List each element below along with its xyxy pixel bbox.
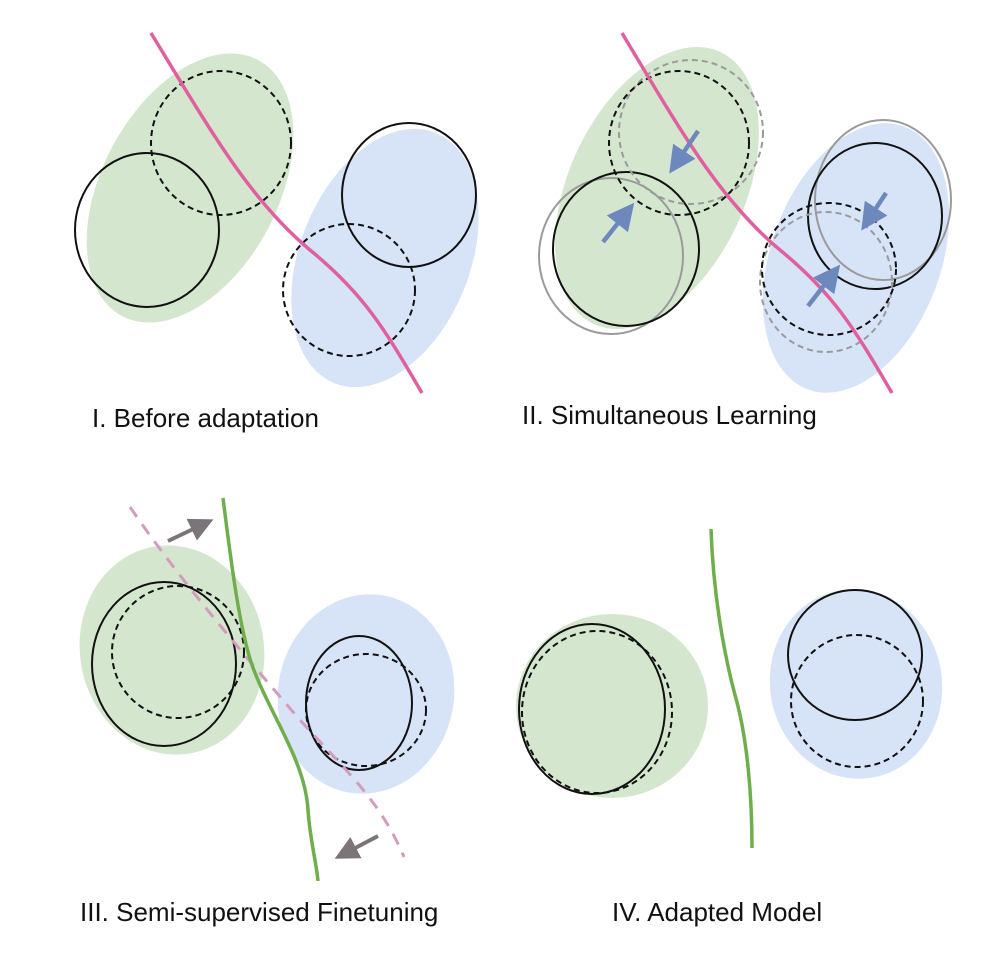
panel-caption: III. Semi-supervised Finetuning xyxy=(80,897,438,927)
source-domain-region xyxy=(79,545,265,755)
target-shifted-cluster xyxy=(305,653,427,767)
panel-caption: IV. Adapted Model xyxy=(612,897,822,927)
target-shifted-cluster xyxy=(282,223,416,357)
target-previous-cluster xyxy=(814,119,952,281)
target-class-cluster xyxy=(787,589,923,721)
previous-decision-boundary xyxy=(128,506,406,858)
source-previous-cluster xyxy=(538,177,684,335)
target-domain-region xyxy=(291,128,479,388)
target-shifted-cluster xyxy=(761,202,897,336)
source-domain-region xyxy=(86,53,294,323)
target-previous-shifted-cluster xyxy=(759,211,893,353)
target-domain-region xyxy=(762,123,950,393)
target-class-cluster xyxy=(341,122,477,268)
target-shifted-cluster xyxy=(790,634,924,768)
panel-simultaneous-learning: II. Simultaneous Learning xyxy=(522,32,952,430)
source-shifted-cluster xyxy=(150,70,292,216)
panel-caption: I. Before adaptation xyxy=(92,403,319,433)
source-shifted-cluster xyxy=(521,630,673,794)
source-shifted-cluster xyxy=(608,70,750,216)
source-domain-region xyxy=(516,614,708,798)
panel-before-adaptation: I. Before adaptation xyxy=(74,32,479,433)
panel-adapted-model: IV. Adapted Model xyxy=(516,528,943,927)
target-class-cluster xyxy=(807,142,943,290)
boundary-shift-arrow-down xyxy=(334,834,379,859)
alignment-arrow-target-up xyxy=(806,264,841,308)
panel-caption: II. Simultaneous Learning xyxy=(522,400,817,430)
alignment-arrow-target-down xyxy=(861,191,888,231)
source-class-cluster xyxy=(74,152,220,308)
panel-semi-supervised-finetuning: III. Semi-supervised Finetuning xyxy=(79,497,455,927)
source-previous-shifted-cluster xyxy=(618,59,764,205)
target-domain-region xyxy=(769,589,943,779)
boundary-shift-arrow-up xyxy=(167,518,214,543)
alignment-arrow-source-up xyxy=(601,202,635,244)
decision-boundary xyxy=(620,32,894,394)
target-domain-region xyxy=(277,594,455,794)
decision-boundary xyxy=(221,497,320,882)
decision-boundary xyxy=(709,528,754,849)
target-class-cluster xyxy=(305,635,413,771)
source-class-cluster xyxy=(91,581,237,747)
source-class-cluster xyxy=(552,171,700,327)
source-class-cluster xyxy=(518,623,666,795)
alignment-arrow-source-down xyxy=(669,129,700,174)
source-domain-region xyxy=(555,47,759,329)
decision-boundary xyxy=(149,32,424,394)
source-shifted-cluster xyxy=(111,585,245,719)
